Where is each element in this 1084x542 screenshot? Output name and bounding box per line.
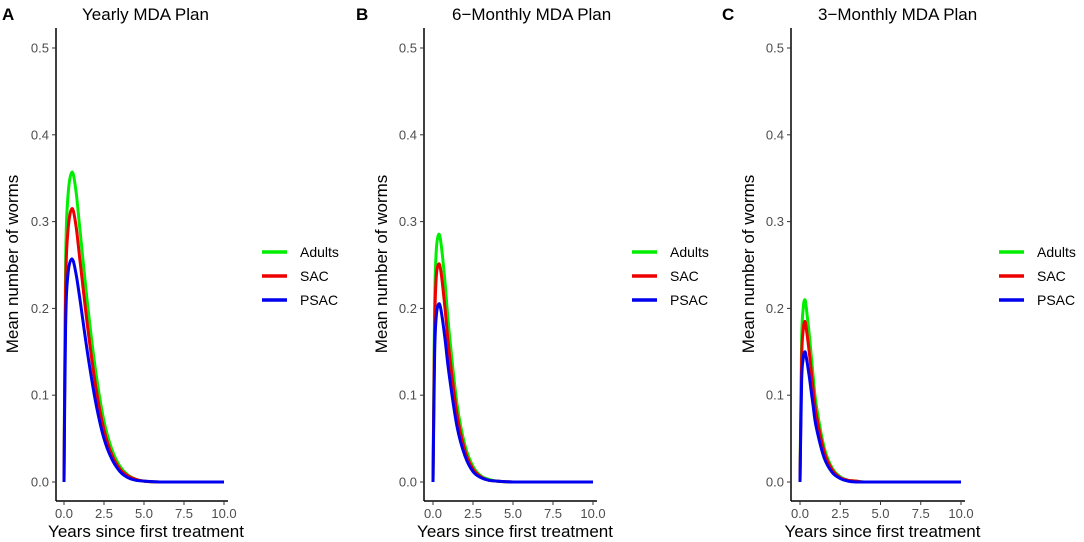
y-tick-label: 0.2 [766,301,784,316]
x-tick-label: 5.0 [871,506,889,521]
y-tick-label: 0.1 [766,388,784,403]
y-axis-title: Mean number of worms [739,175,758,354]
y-tick-label: 0.2 [31,301,49,316]
y-tick-label: 0.4 [31,127,49,142]
y-axis-title: Mean number of worms [3,175,22,354]
legend-label-sac: SAC [1037,268,1066,284]
panel-title: 3−Monthly MDA Plan [818,5,977,24]
y-tick-label: 0.4 [399,127,417,142]
x-tick-label: 2.5 [95,506,113,521]
y-tick-label: 0.4 [766,127,784,142]
y-tick-label: 0.0 [31,475,49,490]
x-axis-title: Years since first treatment [417,522,613,541]
x-tick-label: 2.5 [831,506,849,521]
y-tick-label: 0.3 [31,214,49,229]
x-axis-title: Years since first treatment [48,522,244,541]
y-tick-label: 0.5 [31,41,49,56]
legend-label-adults: Adults [300,244,339,260]
x-tick-label: 10.0 [211,506,236,521]
legend: Adults SAC PSAC [262,244,339,308]
x-axis-title: Years since first treatment [785,522,981,541]
legend-label-psac: PSAC [670,292,708,308]
series-line-psac [431,302,593,484]
y-tick-label: 0.1 [399,388,417,403]
panel-letter: A [2,5,14,24]
panel-letter: B [356,5,368,24]
x-tick-label: 5.0 [504,506,522,521]
series-line-adults [431,232,593,484]
series-line-sac [62,207,224,484]
y-tick-label: 0.3 [399,214,417,229]
y-tick-label: 0.2 [399,301,417,316]
series-line-sac [431,262,593,484]
panel-title: Yearly MDA Plan [82,5,209,24]
panel-letter: C [722,5,734,24]
x-tick-label: 2.5 [464,506,482,521]
series-line-psac [798,350,961,484]
legend-label-psac: PSAC [1037,292,1075,308]
legend-label-psac: PSAC [300,292,338,308]
series-line-psac [62,257,224,484]
x-tick-label: 10.0 [580,506,605,521]
legend: Adults SAC PSAC [632,244,709,308]
legend-label-sac: SAC [300,268,329,284]
x-tick-label: 10.0 [948,506,973,521]
x-tick-label: 5.0 [135,506,153,521]
legend-label-adults: Adults [1037,244,1076,260]
y-tick-label: 0.1 [31,388,49,403]
x-tick-label: 7.5 [912,506,930,521]
x-tick-label: 7.5 [544,506,562,521]
x-tick-label: 0.0 [791,506,809,521]
y-tick-label: 0.5 [766,41,784,56]
legend-label-adults: Adults [670,244,709,260]
legend: Adults SAC PSAC [999,244,1076,308]
panel-b: B 6−Monthly MDA Plan 0.0 0.1 0.2 0.3 0.4 0.5 0.0… [356,5,709,541]
panel-title: 6−Monthly MDA Plan [452,5,611,24]
y-tick-label: 0.0 [766,475,784,490]
panel-a: A Yearly MDA Plan 0.0 0.1 0.2 0.3 0.4 0.5 0.0 2.5… [2,5,339,541]
y-tick-label: 0.0 [399,475,417,490]
x-tick-label: 0.0 [55,506,73,521]
y-axis-title: Mean number of worms [372,175,391,354]
y-tick-label: 0.3 [766,214,784,229]
x-tick-label: 0.0 [424,506,442,521]
y-tick-label: 0.5 [399,41,417,56]
legend-label-sac: SAC [670,268,699,284]
x-tick-label: 7.5 [175,506,193,521]
panel-c: C 3−Monthly MDA Plan 0.0 0.1 0.2 0.3 0.4 0.5 0.0… [722,5,1076,541]
